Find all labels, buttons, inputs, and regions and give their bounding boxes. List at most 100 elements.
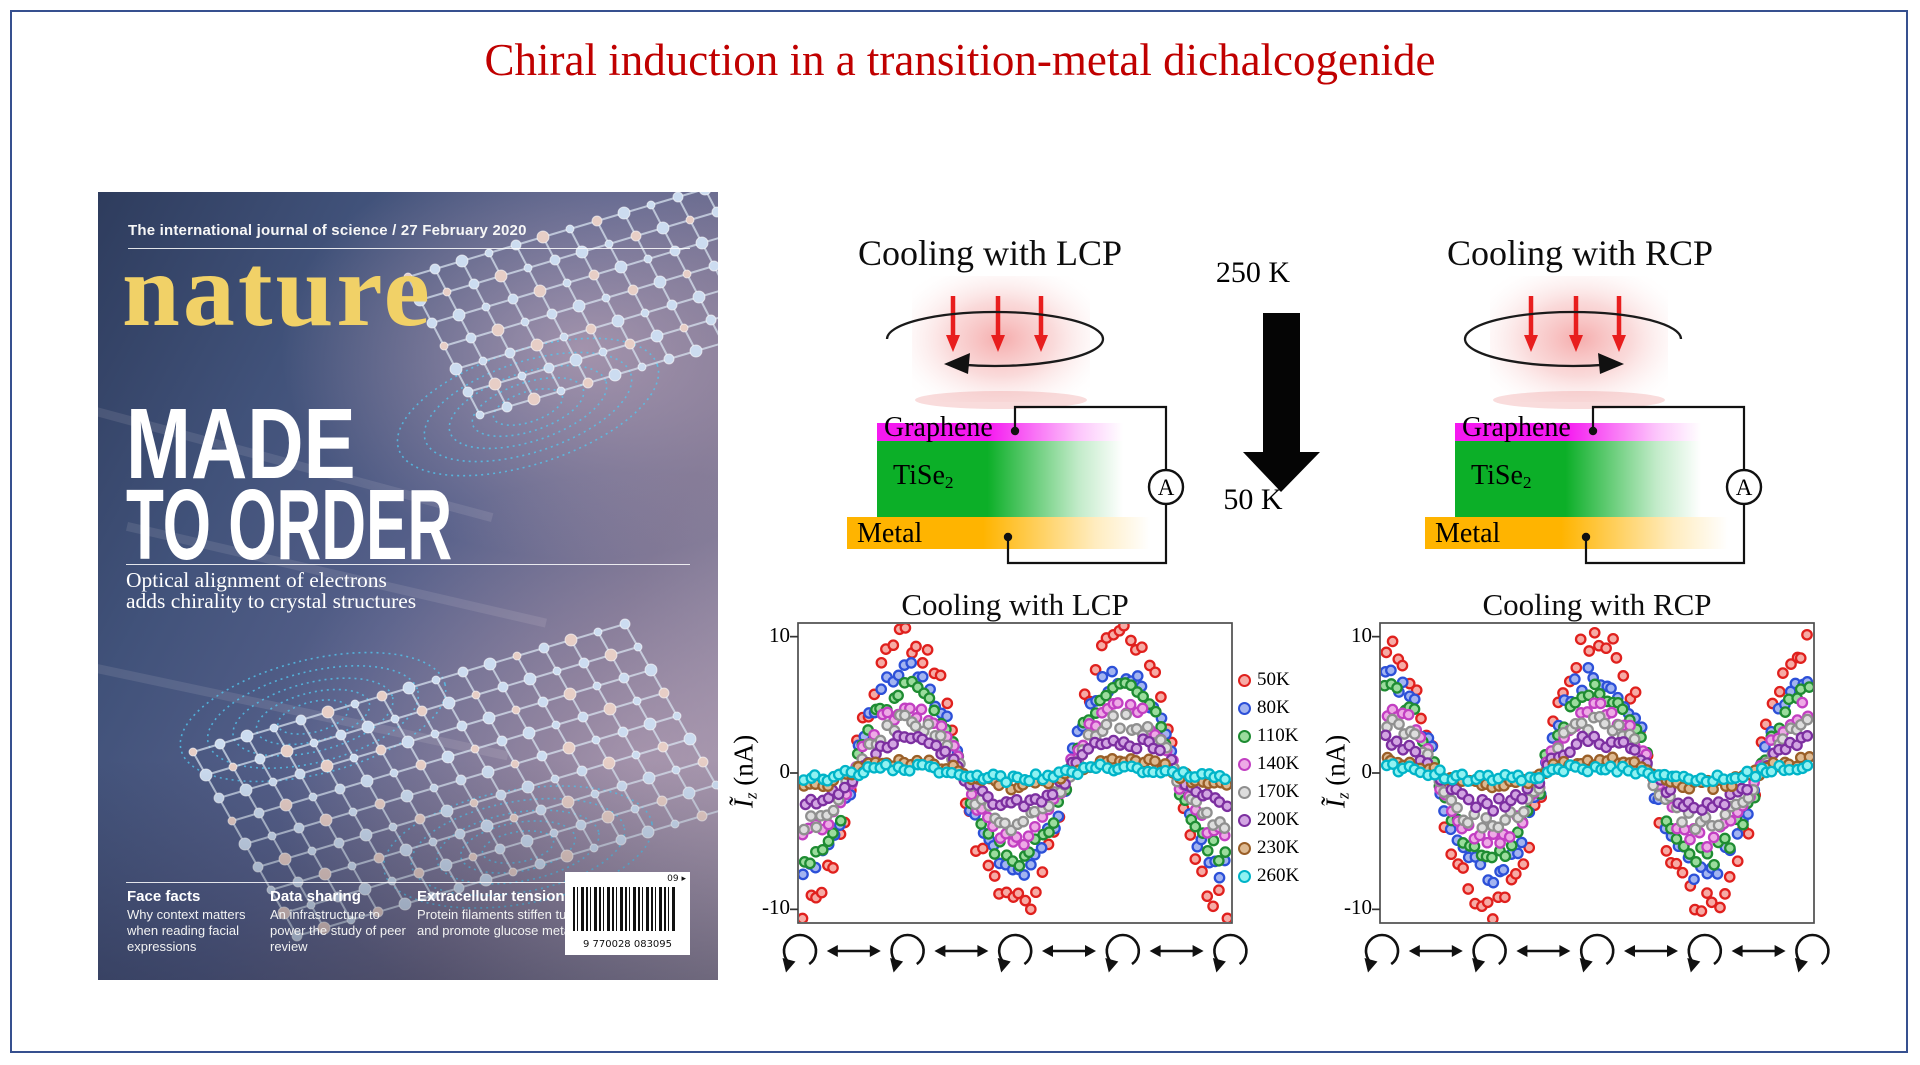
data-point: [1628, 733, 1641, 745]
legend-label: 110K: [1257, 725, 1299, 746]
barcode-number: 9 770028 083095: [582, 939, 673, 950]
atom: [588, 269, 600, 281]
data-point: [1517, 806, 1530, 818]
atom: [488, 377, 502, 391]
cover-feature-3: Extracellular tension Protein filaments …: [417, 888, 613, 939]
data-point: [1731, 828, 1744, 840]
data-point: [999, 817, 1011, 830]
nature-logo: nature: [122, 233, 433, 348]
atom: [346, 915, 356, 925]
data-point: [880, 758, 892, 771]
wire: [1013, 405, 1168, 470]
data-point: [1010, 793, 1023, 806]
data-point: [881, 719, 894, 732]
atom: [359, 828, 373, 842]
data-point: [1381, 729, 1392, 742]
atom: [254, 753, 266, 765]
atom: [279, 798, 293, 812]
data-point: [887, 639, 900, 652]
data-point: [1000, 776, 1013, 789]
data-point: [1583, 645, 1596, 657]
data-point: [1801, 759, 1813, 772]
atom: [624, 338, 636, 350]
atom: [358, 882, 372, 896]
y-tick-label: 0: [779, 759, 791, 783]
atom: [527, 392, 541, 406]
data-point: [1607, 632, 1619, 645]
atom: [697, 756, 709, 768]
atom: [335, 729, 347, 741]
data-point: [1457, 862, 1469, 874]
atom: [374, 798, 386, 810]
cover-feature-1: Face facts Why context matters when read…: [127, 888, 265, 955]
atom: [711, 780, 718, 790]
atom: [546, 308, 558, 320]
atom: [347, 861, 357, 871]
atom: [572, 299, 586, 313]
data-point: [1701, 841, 1713, 853]
atom: [551, 720, 561, 730]
atom: [618, 672, 630, 684]
legend-entry-200K: 200K: [1238, 806, 1299, 834]
cover-rule: [128, 248, 690, 249]
swirl-rings: [382, 785, 654, 909]
atom: [294, 768, 306, 780]
data-point: [1136, 702, 1149, 715]
atom: [403, 272, 413, 282]
temperature-end: 50 K: [1223, 483, 1283, 516]
atom: [522, 726, 536, 740]
atom: [188, 747, 198, 757]
atom: [481, 765, 495, 779]
atom: [537, 696, 549, 708]
data-point: [1089, 663, 1102, 676]
cover-subtitle-line2: adds chirality to crystal structures: [126, 589, 417, 613]
legend-entry-140K: 140K: [1238, 750, 1299, 778]
atom: [413, 867, 425, 879]
atom: [510, 239, 522, 251]
data-point: [1487, 805, 1500, 817]
laser-arrowhead: [991, 335, 1005, 352]
data-point: [1415, 712, 1427, 725]
cooling-arrow-shaft: [1263, 313, 1300, 452]
swirl-rings: [232, 677, 394, 757]
data-point: [1759, 718, 1772, 731]
data-point: [1575, 717, 1588, 730]
y-tick-label: 0: [1361, 759, 1373, 783]
atom: [689, 344, 703, 358]
atom: [442, 287, 452, 297]
atom: [430, 729, 440, 739]
data-point: [1628, 744, 1641, 756]
ammeter-icon: [1147, 468, 1185, 506]
atom: [520, 317, 530, 327]
tise2-layer: [1455, 441, 1701, 517]
atom: [360, 774, 374, 788]
cover-vignette: [98, 192, 718, 980]
atom: [552, 666, 562, 676]
device-schematic-right: A: [1425, 276, 1763, 565]
light-streak: [98, 401, 494, 522]
atom: [653, 275, 667, 289]
data-point: [1499, 850, 1512, 863]
atom: [563, 687, 577, 701]
circular-polarization-icon: [1687, 933, 1723, 966]
data-point: [1201, 890, 1214, 903]
atom: [683, 732, 697, 746]
tise2-label: TiSe2: [893, 462, 954, 497]
atom: [479, 873, 493, 887]
atom: [361, 720, 375, 734]
atom: [497, 681, 509, 693]
swirl-rings: [459, 820, 577, 874]
data-point: [1434, 764, 1446, 777]
atom: [536, 230, 550, 244]
data-point: [939, 745, 952, 758]
data-point: [827, 804, 840, 817]
data-point: [1741, 783, 1753, 796]
atom: [400, 789, 414, 803]
data-point: [1451, 801, 1463, 814]
data-point: [1629, 686, 1642, 699]
data-point: [1741, 765, 1753, 778]
data-point: [1617, 670, 1630, 682]
feature-body: Protein filaments stiffen tumours and pr…: [417, 907, 609, 938]
swirl-rings: [448, 364, 608, 450]
data-point: [1718, 798, 1731, 811]
